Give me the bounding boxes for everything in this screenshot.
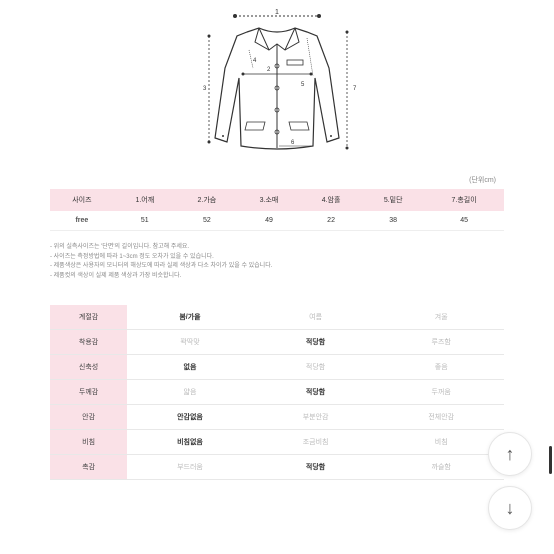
attribute-option: 까슬함 <box>378 455 504 480</box>
size-header: 2.가슴 <box>176 189 238 211</box>
attribute-option: 좋음 <box>378 355 504 380</box>
size-value: 45 <box>424 211 504 231</box>
attribute-row: 신축성없음적당함좋음 <box>50 355 504 380</box>
attribute-row: 비침비침없음조금비침비침 <box>50 430 504 455</box>
attribute-label: 착용감 <box>50 330 127 355</box>
attribute-option: 안감없음 <box>127 405 253 430</box>
size-table-header-row: 사이즈 1.어깨 2.가슴 3.소매 4.암홀 5.밑단 7.총길이 <box>50 189 504 211</box>
attribute-label: 두께감 <box>50 380 127 405</box>
size-value: 49 <box>238 211 300 231</box>
note-line: - 사이즈는 측정방법에 따라 1~3cm 정도 오차가 있을 수 있습니다. <box>50 253 504 263</box>
scroll-down-button[interactable]: ↓ <box>488 486 532 530</box>
attribute-option: 적당함 <box>253 380 379 405</box>
attribute-table: 계절감봄/가을여름겨울착용감꽉딱맞적당함루즈함신축성없음적당함좋음두께감얇음적당… <box>50 305 504 480</box>
attribute-row: 촉감부드러움적당함까슬함 <box>50 455 504 480</box>
scroll-up-button[interactable]: ↑ <box>488 432 532 476</box>
attribute-option: 봄/가을 <box>127 305 253 330</box>
size-table: 사이즈 1.어깨 2.가슴 3.소매 4.암홀 5.밑단 7.총길이 free … <box>50 189 504 231</box>
size-value: 52 <box>176 211 238 231</box>
attribute-option: 전체안감 <box>378 405 504 430</box>
notes-block: - 위의 실측사이즈는 '단면'의 길이입니다. 참고해 주세요. - 사이즈는… <box>50 243 504 281</box>
unit-label: (단위cm) <box>0 175 554 185</box>
attribute-option: 적당함 <box>253 355 379 380</box>
note-line: - 제품색상은 사용자의 모니터의 해상도에 따라 실제 색상과 다소 차이가 … <box>50 262 504 272</box>
attribute-label: 촉감 <box>50 455 127 480</box>
attribute-option: 비침 <box>378 430 504 455</box>
size-header: 사이즈 <box>50 189 114 211</box>
size-header: 7.총길이 <box>424 189 504 211</box>
size-header: 3.소매 <box>238 189 300 211</box>
size-value: 22 <box>300 211 362 231</box>
diagram-area: 1 2 4 5 3 <box>0 0 554 175</box>
size-header: 1.어깨 <box>114 189 176 211</box>
size-value: 51 <box>114 211 176 231</box>
attribute-option: 적당함 <box>253 330 379 355</box>
attribute-option: 겨울 <box>378 305 504 330</box>
note-line: - 위의 실측사이즈는 '단면'의 길이입니다. 참고해 주세요. <box>50 243 504 253</box>
attribute-row: 계절감봄/가을여름겨울 <box>50 305 504 330</box>
diagram-label-3: 3 <box>203 86 207 92</box>
attribute-row: 두께감얇음적당함두꺼움 <box>50 380 504 405</box>
attribute-row: 착용감꽉딱맞적당함루즈함 <box>50 330 504 355</box>
attribute-option: 꽉딱맞 <box>127 330 253 355</box>
arrow-down-icon: ↓ <box>506 498 515 519</box>
attribute-option: 없음 <box>127 355 253 380</box>
jacket-diagram: 1 2 4 5 3 <box>187 8 367 168</box>
size-header: 4.암홀 <box>300 189 362 211</box>
scrollbar-indicator <box>549 446 552 474</box>
diagram-label-1: 1 <box>275 9 279 16</box>
diagram-label-7: 7 <box>353 86 357 92</box>
attribute-option: 두꺼움 <box>378 380 504 405</box>
note-line: - 제품컷의 색상이 실제 제품 색상과 가장 비슷합니다. <box>50 272 504 282</box>
attribute-option: 조금비침 <box>253 430 379 455</box>
size-label: free <box>50 211 114 231</box>
arrow-up-icon: ↑ <box>506 444 515 465</box>
attribute-option: 얇음 <box>127 380 253 405</box>
attribute-option: 부분안감 <box>253 405 379 430</box>
size-table-row: free 51 52 49 22 38 45 <box>50 211 504 231</box>
attribute-option: 부드러움 <box>127 455 253 480</box>
attribute-label: 계절감 <box>50 305 127 330</box>
attribute-option: 적당함 <box>253 455 379 480</box>
attribute-label: 비침 <box>50 430 127 455</box>
attribute-option: 루즈함 <box>378 330 504 355</box>
attribute-label: 안감 <box>50 405 127 430</box>
attribute-option: 여름 <box>253 305 379 330</box>
size-value: 38 <box>362 211 424 231</box>
attribute-row: 안감안감없음부분안감전체안감 <box>50 405 504 430</box>
attribute-option: 비침없음 <box>127 430 253 455</box>
size-header: 5.밑단 <box>362 189 424 211</box>
attribute-label: 신축성 <box>50 355 127 380</box>
